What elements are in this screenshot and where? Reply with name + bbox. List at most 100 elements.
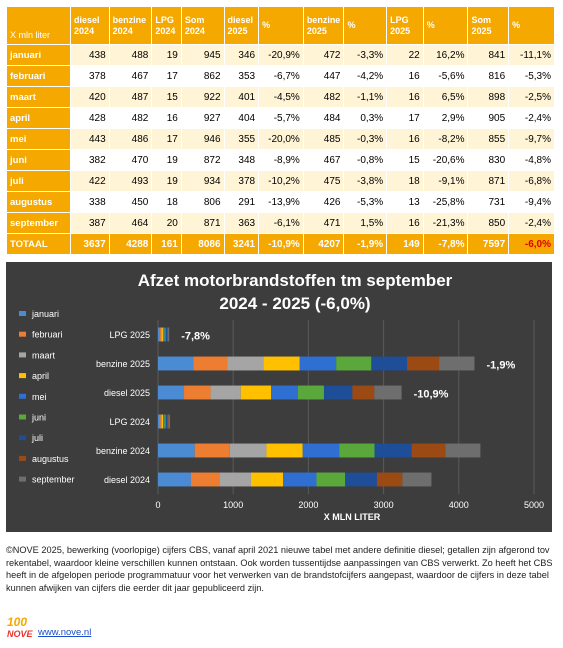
table-cell: 8086	[180, 233, 225, 255]
legend-swatch	[19, 373, 26, 379]
bar-segment	[266, 443, 303, 458]
bar-change-label: -1,9%	[487, 360, 516, 372]
column-header: benzine 2025	[302, 6, 345, 45]
table-cell: -6,7%	[258, 65, 304, 87]
table-cell: 15	[151, 86, 182, 108]
column-header-label: LPG	[155, 14, 174, 25]
table-cell: 19	[151, 44, 182, 66]
chart-x-ticks: 0 1000 2000 3000 4000 5000	[155, 500, 544, 510]
table-cell: -8,9%	[258, 149, 304, 171]
table-cell: 467	[108, 65, 153, 87]
table-cell: 22	[386, 44, 424, 66]
table-cell: 16	[386, 212, 424, 234]
table-cell: 898	[467, 86, 510, 108]
table-cell: -6,1%	[258, 212, 304, 234]
table-cell: 472	[302, 44, 345, 66]
table-cell: 4288	[108, 233, 153, 255]
bar-segment	[229, 443, 267, 458]
column-header-label: diesel	[74, 14, 100, 25]
table-cell: 19	[151, 170, 182, 192]
table-cell: 850	[467, 212, 510, 234]
month-label: juli	[5, 170, 72, 192]
bar-segment	[168, 327, 170, 342]
table-cell: 291	[223, 191, 260, 213]
table-cell: 348	[223, 149, 260, 171]
table-cell: -10,2%	[258, 170, 304, 192]
month-label: maart	[5, 86, 72, 108]
table-cell: 2,9%	[422, 107, 469, 129]
bar-segment	[158, 385, 185, 400]
table-cell: 18	[151, 191, 182, 213]
table-cell: -8,2%	[422, 128, 469, 150]
bar-segment	[336, 356, 372, 371]
bar-segment	[158, 472, 191, 487]
table-cell: -4,2%	[343, 65, 388, 87]
bar-segment	[164, 414, 166, 429]
table-cell: 387	[70, 212, 110, 234]
bar-segment	[167, 327, 169, 342]
category-label: diesel 2024	[104, 475, 150, 485]
legend-label: januari	[31, 309, 59, 319]
bar-segment	[240, 385, 272, 400]
column-header-year: 2024	[112, 25, 133, 36]
table-cell: 16,2%	[422, 44, 469, 66]
table-cell: -4,5%	[258, 86, 304, 108]
legend-swatch	[19, 414, 26, 420]
table-cell: 475	[302, 170, 345, 192]
table-row: september 387 464 20 871 363 -6,1% 471 1,5% 16 -21…	[5, 212, 555, 234]
table-cell: 4207	[302, 233, 345, 255]
column-header-label: benzine	[112, 14, 147, 25]
table-cell: 422	[70, 170, 110, 192]
table-cell: 816	[467, 65, 510, 87]
month-label: september	[5, 212, 72, 234]
table-row: augustus 338 450 18 806 291 -13,9% 426 -5,3% 13 -2…	[5, 191, 555, 213]
column-header-label: diesel	[227, 14, 254, 25]
bar-segment	[165, 414, 168, 429]
x-tick-label: 0	[155, 500, 160, 510]
column-header: %	[508, 6, 555, 45]
category-label: benzine 2024	[96, 446, 150, 456]
nove-website-link[interactable]: www.nove.nl	[38, 627, 92, 638]
x-tick-label: 2000	[298, 500, 318, 510]
table-body: januari 438 488 19 945 346 -20,9% 472 -3,3% 22 16,…	[5, 44, 555, 255]
table-cell: -5,7%	[258, 107, 304, 129]
table-row: juni 382 470 19 872 348 -8,9% 467 -0,8% 15 -20,6% 8…	[5, 149, 555, 171]
column-header: %	[258, 6, 304, 45]
table-cell: 905	[467, 107, 510, 129]
table-cell: -2,4%	[508, 107, 555, 129]
table-cell: 3637	[70, 233, 110, 255]
fuel-sales-chart: Afzet motorbrandstoffen tm september 202…	[6, 262, 552, 532]
table-cell: -3,8%	[343, 170, 388, 192]
legend-label: april	[32, 371, 49, 381]
bar-segment	[439, 356, 475, 371]
table-cell: 922	[180, 86, 225, 108]
chart-title-line1: Afzet motorbrandstoffen tm september	[138, 271, 453, 290]
bar-segment	[167, 414, 169, 429]
table-cell: 485	[302, 128, 345, 150]
bar-segment	[299, 356, 337, 371]
table-cell: -20,9%	[258, 44, 304, 66]
table-cell: 493	[108, 170, 153, 192]
x-tick-label: 3000	[374, 500, 394, 510]
month-label: augustus	[5, 191, 72, 213]
table-cell: -25,8%	[422, 191, 469, 213]
table-cell: 346	[223, 44, 260, 66]
table-cell: 382	[70, 149, 110, 171]
bar-segment	[158, 356, 194, 371]
column-header: LPG 2024	[151, 6, 182, 45]
chart-gridlines	[157, 320, 535, 494]
table-cell: 830	[467, 149, 510, 171]
legend-label: september	[32, 475, 75, 485]
legend-swatch	[19, 393, 26, 399]
bar-segment	[190, 472, 220, 487]
table-cell: 862	[180, 65, 225, 87]
table-cell: 378	[223, 170, 260, 192]
column-header-year: 2025	[227, 25, 248, 36]
table-cell: 404	[223, 107, 260, 129]
table-cell: 17	[151, 128, 182, 150]
table-cell: -2,4%	[508, 212, 555, 234]
bar-segment	[165, 327, 168, 342]
table-cell: 426	[302, 191, 345, 213]
table-row: juli 422 493 19 934 378 -10,2% 475 -3,8% 18 -9,1% 8…	[5, 170, 555, 192]
table-cell: 1,5%	[343, 212, 388, 234]
